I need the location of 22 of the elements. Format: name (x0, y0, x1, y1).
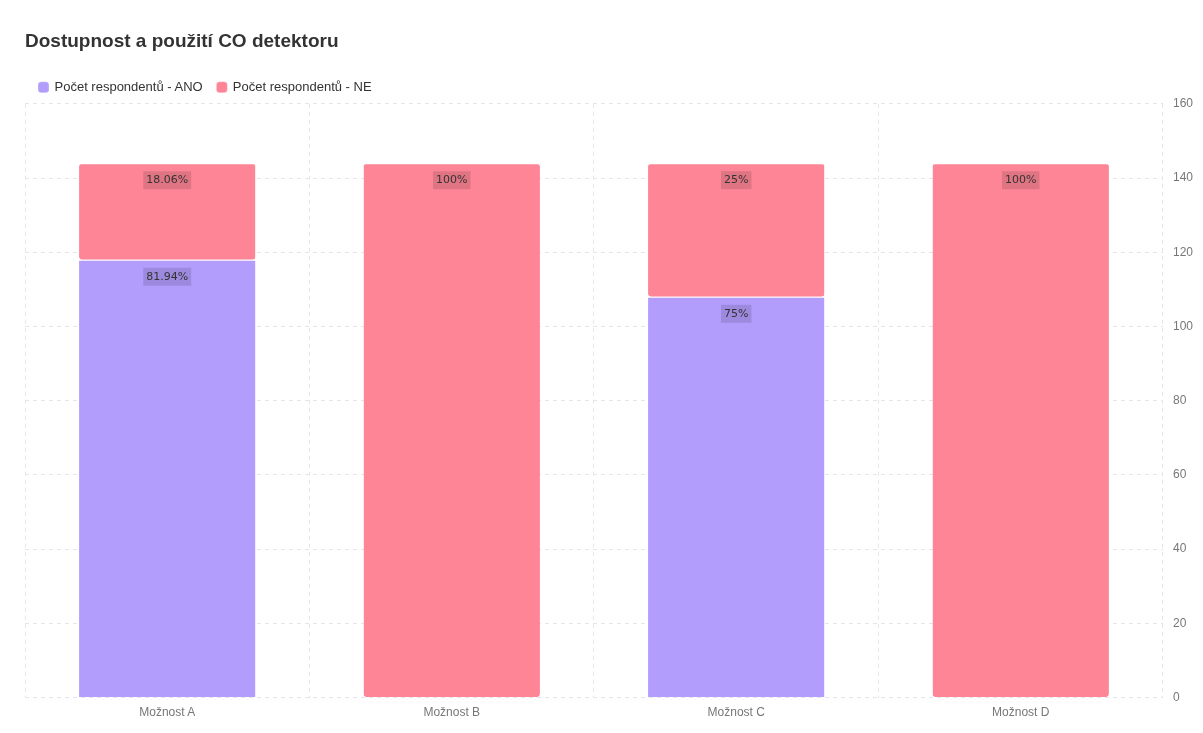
chart-title: Dostupnost a použití CO detektoru (25, 29, 339, 51)
y-tick-label: 20 (1172, 615, 1187, 630)
x-tick-label: Možnost D (992, 705, 1050, 720)
annotation: 81.94% (146, 269, 189, 283)
annotation: 100% (436, 173, 468, 187)
x-tick-label: Možnost B (423, 705, 481, 720)
y-tick-label: 60 (1172, 467, 1187, 482)
y-tick-label: 160 (1172, 96, 1194, 111)
y-tick-label: 140 (1172, 170, 1194, 185)
y-tick-label: 40 (1172, 541, 1187, 556)
y-tick-label: 0 (1172, 689, 1180, 704)
x-tick-label: Možnost C (707, 705, 766, 720)
annotation: 18.06% (146, 173, 189, 187)
legend-label: Počet respondentů - ANO (54, 78, 203, 94)
annotation: 100% (1005, 173, 1037, 187)
y-tick-label: 120 (1172, 244, 1194, 259)
annotation: 75% (724, 306, 749, 320)
x-tick-label: Možnost A (139, 705, 196, 720)
y-tick-label: 100 (1172, 318, 1194, 333)
y-tick-label: 80 (1172, 393, 1187, 408)
legend-label: Počet respondentů - NE (232, 78, 372, 94)
annotation: 25% (724, 173, 749, 187)
